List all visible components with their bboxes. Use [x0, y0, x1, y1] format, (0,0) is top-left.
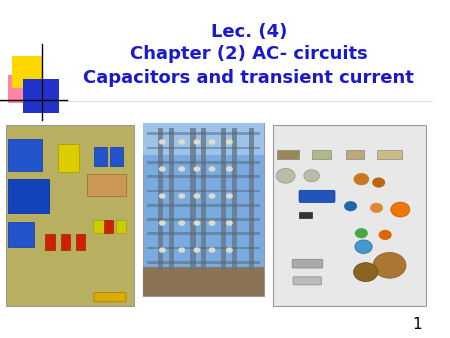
Bar: [143, 123, 264, 155]
Bar: [147, 132, 260, 135]
Bar: [158, 128, 163, 270]
Bar: [58, 144, 79, 172]
Bar: [147, 261, 260, 264]
Bar: [6, 125, 134, 306]
Bar: [377, 150, 401, 159]
Circle shape: [159, 220, 166, 226]
Circle shape: [178, 139, 185, 145]
Bar: [147, 247, 260, 249]
Bar: [169, 128, 174, 270]
Circle shape: [372, 177, 385, 188]
Bar: [273, 125, 426, 306]
Circle shape: [379, 230, 392, 240]
Bar: [143, 123, 264, 296]
Text: 1: 1: [412, 317, 422, 332]
Circle shape: [194, 220, 200, 226]
Bar: [277, 150, 299, 159]
Bar: [61, 234, 70, 250]
Circle shape: [209, 220, 216, 226]
Bar: [116, 220, 126, 233]
Circle shape: [355, 228, 368, 238]
Bar: [190, 128, 196, 270]
Circle shape: [209, 193, 216, 199]
FancyBboxPatch shape: [293, 277, 322, 285]
Bar: [76, 234, 85, 250]
Circle shape: [226, 166, 233, 172]
Circle shape: [355, 240, 372, 254]
Bar: [311, 150, 331, 159]
Bar: [94, 147, 108, 166]
Bar: [147, 161, 260, 164]
Bar: [147, 190, 260, 192]
Circle shape: [194, 193, 200, 199]
Bar: [249, 128, 254, 270]
Circle shape: [159, 193, 166, 199]
Circle shape: [159, 166, 166, 172]
Bar: [104, 220, 113, 233]
Bar: [232, 128, 237, 270]
Circle shape: [344, 201, 357, 211]
Bar: [220, 128, 226, 270]
Bar: [143, 267, 264, 296]
FancyBboxPatch shape: [94, 292, 126, 302]
Bar: [147, 175, 260, 178]
Circle shape: [391, 202, 410, 217]
Circle shape: [373, 252, 406, 278]
Bar: [93, 220, 105, 233]
Circle shape: [370, 203, 383, 213]
Circle shape: [194, 139, 200, 145]
Circle shape: [226, 247, 233, 253]
Circle shape: [209, 139, 216, 145]
Circle shape: [178, 193, 185, 199]
Bar: [8, 179, 49, 213]
Circle shape: [178, 247, 185, 253]
Bar: [346, 150, 364, 159]
Bar: [8, 222, 34, 247]
Bar: [12, 56, 43, 88]
Bar: [147, 233, 260, 235]
Circle shape: [226, 139, 233, 145]
Bar: [201, 128, 207, 270]
FancyBboxPatch shape: [292, 259, 323, 268]
Circle shape: [209, 247, 216, 253]
Circle shape: [226, 193, 233, 199]
Circle shape: [159, 247, 166, 253]
Bar: [45, 234, 55, 250]
Circle shape: [194, 247, 200, 253]
Bar: [147, 147, 260, 149]
Circle shape: [194, 166, 200, 172]
Bar: [8, 75, 36, 103]
Bar: [8, 139, 42, 171]
Bar: [110, 147, 123, 166]
Circle shape: [354, 263, 378, 282]
Text: Chapter (2) AC- circuits: Chapter (2) AC- circuits: [130, 45, 368, 63]
Circle shape: [276, 168, 295, 183]
Text: Capacitors and transient current: Capacitors and transient current: [83, 69, 414, 87]
Circle shape: [178, 220, 185, 226]
Text: Lec. (4): Lec. (4): [211, 23, 287, 41]
Bar: [23, 79, 59, 113]
Bar: [299, 212, 311, 218]
Circle shape: [178, 166, 185, 172]
Circle shape: [304, 170, 319, 182]
FancyBboxPatch shape: [299, 190, 335, 202]
Circle shape: [159, 139, 166, 145]
Bar: [147, 218, 260, 221]
Bar: [87, 174, 126, 196]
Circle shape: [354, 173, 369, 185]
Bar: [147, 204, 260, 207]
Circle shape: [209, 166, 216, 172]
Circle shape: [226, 220, 233, 226]
